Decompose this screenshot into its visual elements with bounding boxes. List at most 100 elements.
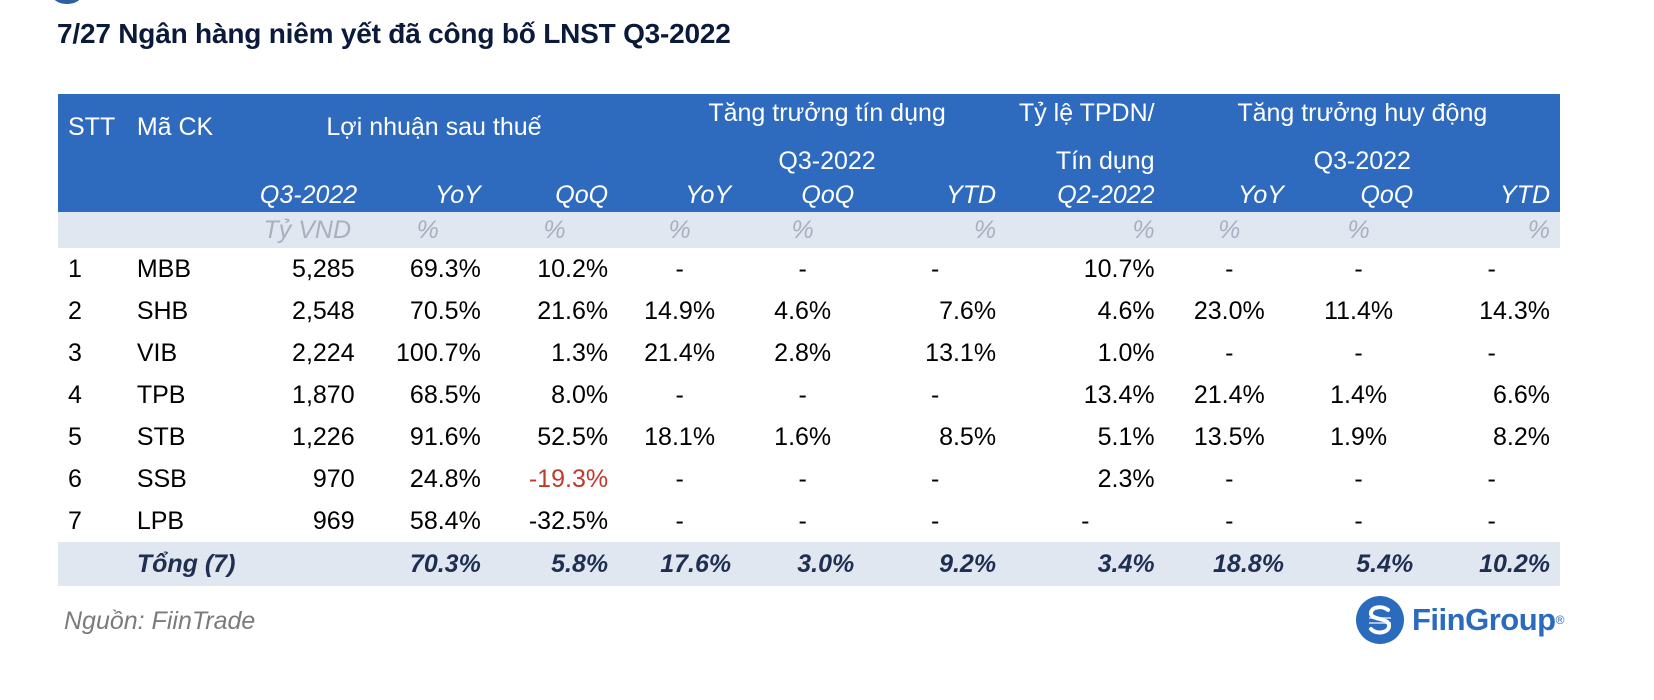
unit-label: % [618,212,742,248]
table-cell: - [1354,507,1363,535]
unit-label: % [1006,212,1165,248]
subheader: QoQ [741,178,865,212]
total-cell: 3.0% [741,542,865,586]
table-cell: 58.4% [409,507,481,535]
table-row: 6 SSB 970 24.8% -19.3% - - - 2.3% - - - [58,458,1560,500]
table-cell: 5,285 [292,255,355,283]
table-cell: - [930,381,940,409]
bank-profit-table: STT Mã CK Lợi nhuận sau thuế Tăng trưởng… [58,94,1560,586]
table-cell: - [798,381,807,409]
page-title: 7/27 Ngân hàng niêm yết đã công bố LNST … [57,18,731,49]
table-cell: 6.6% [1493,381,1550,409]
unit-label: % [1423,212,1560,248]
unit-label: % [1164,212,1294,248]
unit-label: % [864,212,1007,248]
table-cell: 8.5% [939,423,997,451]
header-credit-line2: Q3-2022 [618,144,1007,178]
table-cell: 4.6% [774,297,832,325]
row-stt: 6 [68,465,82,493]
table-cell: 1.0% [1097,339,1155,367]
table-cell: 10.2% [537,255,609,283]
table-cell: 13.5% [1193,423,1265,451]
fiingroup-wordmark: FiinGroup [1412,602,1556,637]
table-cell: 52.5% [537,423,609,451]
table-cell: 8.2% [1493,423,1550,451]
table-cell: 2,224 [292,339,355,367]
table-cell: 4.6% [1097,297,1155,325]
total-cell: 18.8% [1164,542,1294,586]
table-cell: - [675,507,684,535]
table-cell: - [1487,507,1496,535]
table-cell: - [930,507,940,535]
header-stt: STT [58,94,127,144]
row-code: TPB [136,381,186,409]
table-cell: 1,226 [292,423,355,451]
header-deposit-line1: Tăng trưởng huy động [1164,94,1560,144]
row-stt: 2 [68,297,82,325]
unit-label: % [741,212,865,248]
table-cell: 70.5% [409,297,481,325]
unit-label: % [490,212,619,248]
table-row: 1 MBB 5,285 69.3% 10.2% - - - 10.7% - - - [58,248,1560,290]
table-cell: 2.3% [1097,465,1155,493]
table-cell: 1.3% [551,339,609,367]
fiingroup-logo: FiinGroup ® [1356,596,1564,644]
table-cell: 7.6% [939,297,997,325]
table-cell: 69.3% [409,255,481,283]
table-cell: 14.3% [1479,297,1550,325]
table-row: 4 TPB 1,870 68.5% 8.0% - - - 13.4% 21.4% 1.4% 6.6% [58,374,1560,416]
table-cell: - [1225,255,1234,283]
registered-mark: ® [1555,613,1565,627]
row-code: SHB [136,297,189,325]
subheader: YoY [1164,178,1294,212]
table-cell: 10.7% [1083,255,1155,283]
header-profit: Lợi nhuận sau thuế [249,94,619,144]
subheader: YTD [1423,178,1560,212]
table-cell: 100.7% [396,339,481,367]
subheader: QoQ [490,178,619,212]
row-code: STB [136,423,186,451]
table-cell: 21.6% [537,297,609,325]
subheader: Q2-2022 [1006,178,1165,212]
table-cell: 969 [312,507,355,535]
row-stt: 1 [68,255,82,283]
table-cell: - [1225,465,1234,493]
table-cell: - [1487,255,1496,283]
header-deposit-line2: Q3-2022 [1164,144,1560,178]
total-row: Tổng (7) 70.3% 5.8% 17.6% 3.0% 9.2% 3.4%… [58,542,1560,586]
table-row: 3 VIB 2,224 100.7% 1.3% 21.4% 2.8% 13.1% 1.0% - - - [58,332,1560,374]
total-cell: 5.4% [1293,542,1424,586]
total-cell: 9.2% [864,542,1007,586]
table-cell: 91.6% [409,423,481,451]
row-stt: 5 [68,423,82,451]
table-cell: 14.9% [644,297,716,325]
table-row: 2 SHB 2,548 70.5% 21.6% 14.9% 4.6% 7.6% 4.6% 23.0… [58,290,1560,332]
total-cell: 10.2% [1423,542,1560,586]
fiingroup-logo-icon [1356,596,1404,644]
table-cell: 13.4% [1083,381,1155,409]
table-cell: - [798,507,807,535]
header-credit-line1: Tăng trưởng tín dụng [618,94,1007,144]
table-cell: - [675,255,684,283]
total-label: Tổng (7) [126,542,365,586]
subheader: YoY [618,178,742,212]
total-cell: 17.6% [618,542,742,586]
unit-label: % [364,212,491,248]
table-cell: 2.8% [774,339,832,367]
table-cell: 21.4% [644,339,716,367]
table-cell: -32.5% [528,507,609,535]
table-cell: - [1354,255,1363,283]
row-code: LPB [136,507,185,535]
row-code: VIB [136,339,178,367]
table-cell: 2,548 [292,297,355,325]
row-stt: 7 [68,507,82,535]
table-cell: - [1081,507,1090,535]
total-cell: 5.8% [490,542,619,586]
table-cell: - [1354,465,1363,493]
table-cell: - [1225,339,1234,367]
table-cell: 1.9% [1330,423,1388,451]
total-cell: 70.3% [364,542,491,586]
table-cell: 24.8% [409,465,481,493]
table-cell: 1.6% [774,423,832,451]
table-cell: - [1487,339,1496,367]
